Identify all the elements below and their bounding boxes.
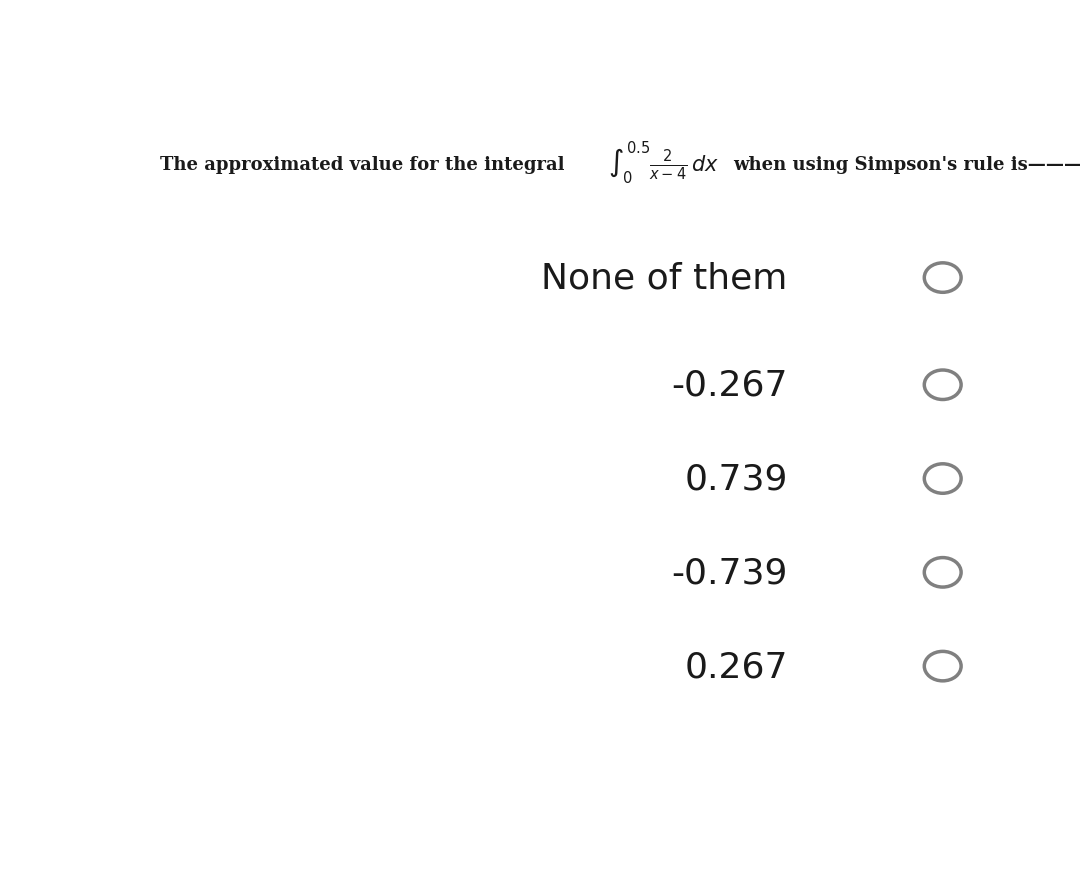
Text: -0.739: -0.739 [672,555,788,590]
Text: 0.267: 0.267 [685,649,788,683]
Text: when using Simpson's rule is——————.: when using Simpson's rule is——————. [733,156,1080,174]
Text: The approximated value for the integral: The approximated value for the integral [160,156,565,174]
Text: None of them: None of them [541,262,788,295]
Text: 0.739: 0.739 [685,462,788,496]
Text: $\int_0^{0.5} \frac{2}{x-4}\,dx$: $\int_0^{0.5} \frac{2}{x-4}\,dx$ [608,139,719,186]
Text: -0.267: -0.267 [672,368,788,402]
